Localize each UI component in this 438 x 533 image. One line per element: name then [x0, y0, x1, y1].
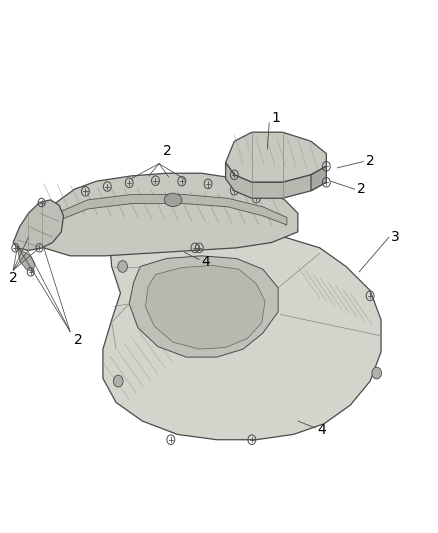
Circle shape [372, 367, 381, 379]
Polygon shape [129, 256, 278, 357]
Circle shape [113, 375, 123, 387]
Text: 3: 3 [391, 230, 400, 244]
Polygon shape [311, 166, 326, 191]
Polygon shape [145, 265, 265, 349]
Polygon shape [31, 173, 298, 256]
Text: 2: 2 [357, 182, 366, 196]
Ellipse shape [164, 193, 182, 207]
Text: 4: 4 [318, 423, 326, 437]
Polygon shape [226, 132, 326, 182]
Polygon shape [18, 248, 35, 272]
Text: 2: 2 [9, 271, 18, 285]
Text: 2: 2 [74, 333, 83, 346]
Circle shape [118, 261, 127, 272]
Text: 4: 4 [201, 255, 210, 269]
Polygon shape [13, 200, 64, 251]
Text: 2: 2 [163, 144, 172, 158]
Polygon shape [57, 195, 287, 225]
Polygon shape [226, 163, 326, 198]
Polygon shape [103, 232, 381, 440]
Text: 2: 2 [366, 155, 374, 168]
Text: 1: 1 [272, 111, 280, 125]
